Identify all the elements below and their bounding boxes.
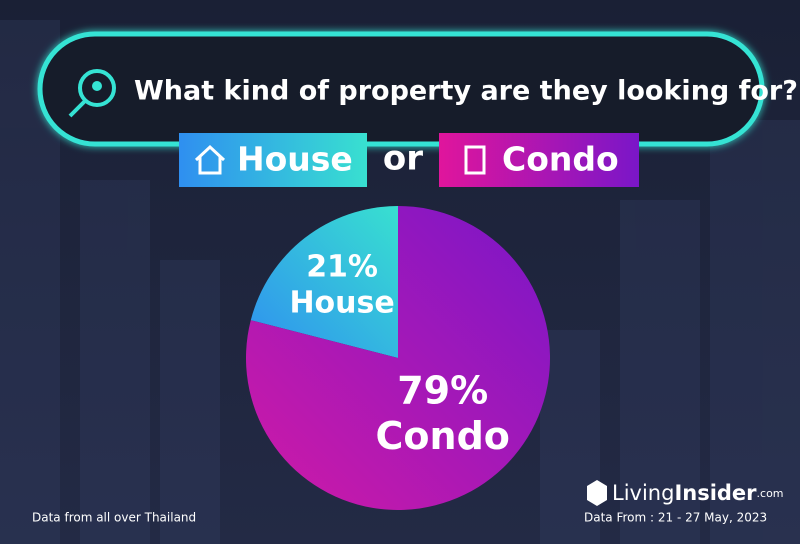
slice-percent: 79% [397,368,488,412]
connector: or [383,139,423,179]
condo-badge [439,133,639,187]
slice-percent: 21% [306,249,378,284]
pie-slice [245,206,550,510]
footer-date: Data From : 21 - 27 May, 2023 [584,511,767,525]
brand-insider: Insider [674,481,757,505]
brand-logo [587,480,607,506]
slice-name: Condo [376,414,510,458]
brand: LivingInsider.com [612,481,784,505]
condo-badge-label: Condo [502,140,619,179]
slice-name: House [289,285,394,320]
condo-icon [464,145,486,175]
footer-note: Data from all over Thailand [32,511,196,525]
house-badge [179,133,367,187]
title: What kind of property are they looking f… [134,76,798,107]
house-badge-label: House [237,140,353,179]
house-icon [194,144,226,175]
search-icon [68,69,116,118]
pie-slice [250,206,398,358]
brand-living: Living [612,481,674,505]
pie-chart: 21%House 79%Condo [245,206,550,510]
brand-domain: .com [757,487,784,500]
title-pill [37,31,765,147]
